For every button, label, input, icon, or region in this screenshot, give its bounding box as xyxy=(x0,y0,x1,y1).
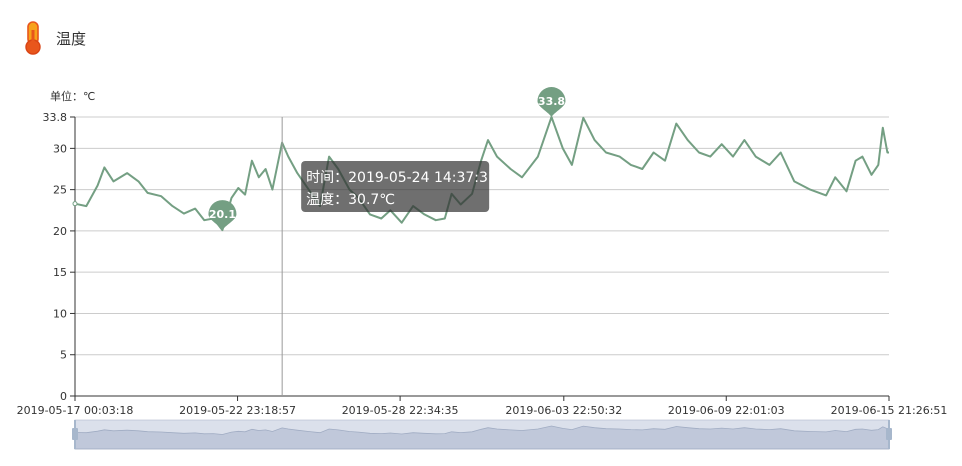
tooltip-time: 时间：2019-05-24 14:37:31 xyxy=(306,170,497,186)
markers: 20.1 33.8 xyxy=(208,87,566,231)
x-tick-label: 2019-06-03 22:50:32 xyxy=(505,404,622,417)
x-axis: 2019-05-17 00:03:18 2019-05-22 23:18:57 20… xyxy=(17,396,948,417)
data-zoom-slider[interactable] xyxy=(72,419,892,450)
chart-title: 温度 xyxy=(56,29,87,48)
y-tick-label: 10 xyxy=(53,307,67,320)
zoom-handle[interactable] xyxy=(72,428,78,440)
y-axis-unit-label: 单位：℃ xyxy=(50,89,95,103)
y-tick-label: 0 xyxy=(60,390,67,403)
y-tick-label: 5 xyxy=(60,349,67,362)
marker-pin xyxy=(537,87,566,117)
y-axis-ticks: 0 5 10 15 20 25 30 33.8 xyxy=(43,111,76,403)
zoom-preview-area xyxy=(74,425,890,450)
tooltip: 时间：2019-05-24 14:37:31 温度：30.7℃ xyxy=(301,161,497,212)
chart-header: 温度 xyxy=(20,20,86,56)
x-tick-label: 2019-05-28 22:34:35 xyxy=(342,404,459,417)
thermometer-icon xyxy=(25,21,41,55)
x-tick-label: 2019-05-17 00:03:18 xyxy=(17,404,134,417)
marker-label: 33.8 xyxy=(538,95,565,108)
tooltip-value: 温度：30.7℃ xyxy=(306,192,395,208)
zoom-handle[interactable] xyxy=(886,428,892,440)
y-tick-label: 25 xyxy=(53,184,67,197)
x-tick-label: 2019-05-22 23:18:57 xyxy=(179,404,296,417)
x-tick-label: 2019-06-09 22:01:03 xyxy=(668,404,785,417)
zoom-window xyxy=(75,420,889,449)
series-start-point xyxy=(72,201,78,207)
x-tick-label: 2019-06-15 21:26:51 xyxy=(831,404,948,417)
y-tick-label: 15 xyxy=(53,266,67,279)
y-tick-label: 30 xyxy=(53,142,67,155)
marker-pin xyxy=(208,200,237,231)
marker-label: 20.1 xyxy=(209,208,236,221)
tooltip-box xyxy=(301,161,490,212)
y-tick-label: 20 xyxy=(53,225,67,238)
y-tick-label: 33.8 xyxy=(43,111,68,124)
